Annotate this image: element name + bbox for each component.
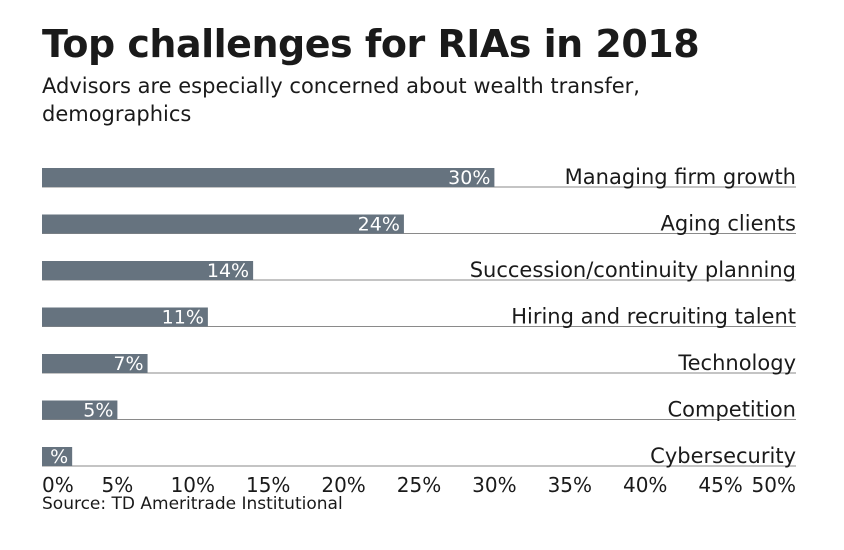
bar-value-label: 5% bbox=[83, 400, 113, 422]
bar bbox=[42, 400, 118, 420]
x-tick-label: 10% bbox=[171, 473, 215, 497]
category-label: Hiring and recruiting talent bbox=[511, 305, 796, 329]
x-tick-label: 50% bbox=[752, 473, 796, 497]
bar-value-label: 7% bbox=[113, 353, 143, 375]
bar-value-label: 14% bbox=[207, 260, 249, 282]
x-tick-label: 30% bbox=[472, 473, 516, 497]
category-label: Succession/continuity planning bbox=[470, 258, 796, 282]
bar bbox=[42, 168, 495, 187]
bar bbox=[42, 354, 148, 373]
bar bbox=[42, 307, 208, 327]
category-label: Aging clients bbox=[661, 212, 796, 236]
bar-value-label: 30% bbox=[448, 167, 490, 189]
bar-value-label: 11% bbox=[162, 307, 204, 329]
category-label: Technology bbox=[677, 351, 796, 375]
chart-title: Top challenges for RIAs in 2018 bbox=[42, 22, 700, 66]
category-label: Managing firm growth bbox=[565, 165, 796, 189]
x-tick-label: 25% bbox=[397, 473, 441, 497]
bar-value-label: % bbox=[50, 446, 68, 468]
x-tick-label: 35% bbox=[548, 473, 592, 497]
x-tick-label: 20% bbox=[321, 473, 365, 497]
x-tick-label: 40% bbox=[623, 473, 667, 497]
bar bbox=[42, 214, 404, 234]
source-note: Source: TD Ameritrade Institutional bbox=[42, 494, 343, 514]
category-label: Competition bbox=[667, 398, 796, 422]
category-label: Cybersecurity bbox=[650, 444, 796, 468]
x-tick-label: 5% bbox=[102, 473, 134, 497]
x-tick-label: 45% bbox=[698, 473, 742, 497]
x-tick-label: 0% bbox=[42, 473, 74, 497]
bar bbox=[42, 447, 73, 466]
x-tick-label: 15% bbox=[246, 473, 290, 497]
bar-value-label: 24% bbox=[358, 214, 400, 236]
bar bbox=[42, 261, 254, 280]
chart-subtitle: Advisors are especially concerned about … bbox=[42, 74, 640, 126]
